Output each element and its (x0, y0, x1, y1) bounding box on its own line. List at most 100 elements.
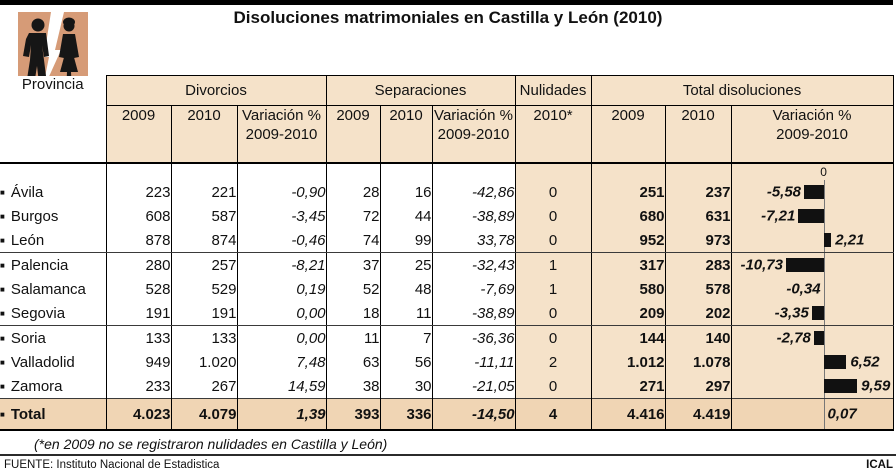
column-header-divorcios-variacion: Variación % 2009-2010 (236, 105, 327, 164)
cell-divorcios-variacion: -8,21 (236, 252, 327, 277)
variation-bar (804, 185, 824, 199)
variation-bar (823, 379, 858, 393)
cell-divorcios-2009: 280 (105, 252, 172, 277)
variation-bar-label: -7,21 (761, 207, 796, 225)
footer-rule (0, 454, 896, 456)
variation-bar-label: 9,59 (861, 377, 891, 395)
bullet-square-icon: ■ (0, 235, 5, 245)
cell-nulidades-2010: 0 (514, 301, 592, 326)
table-row: ■ Salamanca 528 529 0,19 52 48 -7,69 1 58… (0, 277, 894, 301)
cell-total-2009: 144 (590, 325, 666, 350)
province-label: Zamora (10, 377, 63, 395)
top-rule (0, 0, 893, 5)
spacer-row: 0 (0, 163, 894, 180)
cell-separaciones-2009: 37 (325, 252, 381, 277)
cell-total-2010: 973 (664, 228, 732, 253)
cell-divorcios-variacion: 0,19 (236, 277, 327, 301)
group-header-total-disoluciones: Total disoluciones (590, 75, 894, 106)
column-header-total-2009: 2009 (590, 105, 666, 164)
bullet-square-icon: ■ (0, 187, 5, 197)
cell-divorcios-2010: 529 (170, 277, 238, 301)
bullet-square-icon: ■ (0, 308, 5, 318)
cell-divorcios-2009: 191 (105, 301, 172, 326)
column-header-divorcios-2009: 2009 (105, 105, 172, 164)
table-row: ■ Ávila 223 221 -0,90 28 16 -42,86 0 251 … (0, 180, 894, 204)
cell-total-variacion-bar: -7,21 (730, 204, 894, 228)
cell-total-2009: 1.012 (590, 350, 666, 374)
cell-province-name: ■ Ávila (0, 180, 107, 204)
table-row: ■ Zamora 233 267 14,59 38 30 -21,05 0 271… (0, 374, 894, 399)
cell-divorcios-2009: 133 (105, 325, 172, 350)
cell-province-name: ■ León (0, 228, 107, 253)
province-label: Salamanca (10, 280, 86, 298)
table-row: ■ Palencia 280 257 -8,21 37 25 -32,43 1 3… (0, 252, 894, 277)
province-label: Palencia (10, 256, 69, 274)
column-header-separaciones-variacion: Variación % 2009-2010 (431, 105, 516, 164)
table-row: ■ Valladolid 949 1.020 7,48 63 56 -11,11 … (0, 350, 894, 374)
agency-credit: ICAL (866, 459, 893, 471)
cell-divorcios-variacion: -3,45 (236, 204, 327, 228)
cell-divorcios-2010: 4.079 (170, 398, 238, 431)
cell-separaciones-2010: 336 (379, 398, 433, 431)
column-header-separaciones-2010: 2010 (379, 105, 433, 164)
group-header-row: Provincia Divorcios Separaciones Nulidad… (0, 75, 894, 164)
cell-total-2010: 283 (664, 252, 732, 277)
province-label: Ávila (10, 183, 44, 201)
variation-bar (798, 209, 824, 223)
cell-divorcios-2010: 1.020 (170, 350, 238, 374)
column-header-nulidades-2010: 2010* (514, 105, 592, 164)
bullet-square-icon: ■ (0, 284, 5, 294)
cell-separaciones-2010: 30 (379, 374, 433, 399)
bullet-square-icon: ■ (0, 211, 5, 221)
column-header-divorcios-2010: 2010 (170, 105, 238, 164)
column-header-total-variacion: Variación % 2009-2010 (730, 105, 894, 164)
province-label: Total (10, 405, 46, 423)
cell-total-variacion-bar: -5,58 (730, 180, 894, 204)
cell-separaciones-variacion: -36,36 (431, 325, 516, 350)
table-row: ■ Segovia 191 191 0,00 18 11 -38,89 0 209… (0, 301, 894, 326)
table-row: ■ León 878 874 -0,46 74 99 33,78 0 952 97… (0, 228, 894, 253)
spacer-cell (590, 163, 666, 180)
cell-province-name: ■ Soria (0, 325, 107, 350)
cell-total-2010: 202 (664, 301, 732, 326)
spacer-cell (105, 163, 172, 180)
bullet-square-icon: ■ (0, 260, 5, 270)
cell-nulidades-2010: 4 (514, 398, 592, 431)
cell-nulidades-2010: 0 (514, 204, 592, 228)
column-header-separaciones-2009: 2009 (325, 105, 381, 164)
province-label: Segovia (10, 304, 66, 322)
variation-bar-label: -2,78 (776, 329, 811, 347)
cell-divorcios-variacion: 1,39 (236, 398, 327, 431)
cell-separaciones-2009: 63 (325, 350, 381, 374)
cell-total-2009: 580 (590, 277, 666, 301)
table-total-row: ■ Total 4.023 4.079 1,39 393 336 -14,50 4… (0, 398, 894, 431)
cell-divorcios-variacion: -0,90 (236, 180, 327, 204)
spacer-cell (236, 163, 327, 180)
cell-separaciones-variacion: 33,78 (431, 228, 516, 253)
cell-separaciones-variacion: -11,11 (431, 350, 516, 374)
year-header-row: 2009 2010 Variación % 2009-2010 2009 201… (0, 105, 894, 164)
group-header-divorcios: Divorcios (105, 75, 327, 106)
page-title: Disoluciones matrimoniales en Castilla y… (233, 8, 663, 27)
variation-bar-label: -5,58 (766, 183, 802, 201)
variation-bar-label: -0,34 (786, 280, 821, 298)
cell-province-name: ■ Valladolid (0, 350, 107, 374)
cell-separaciones-2010: 7 (379, 325, 433, 350)
cell-province-name: ■ Burgos (0, 204, 107, 228)
province-label: Valladolid (10, 353, 75, 371)
bullet-square-icon: ■ (0, 333, 5, 343)
cell-nulidades-2010: 0 (514, 325, 592, 350)
variation-bar-label: -10,73 (740, 256, 783, 274)
cell-total-variacion-bar: -2,78 (730, 325, 894, 350)
cell-separaciones-2010: 48 (379, 277, 433, 301)
chart-zero-label: 0 (820, 165, 827, 179)
cell-province-name: ■ Salamanca (0, 277, 107, 301)
cell-total-variacion-bar: 9,59 (730, 374, 894, 399)
variation-bar (813, 331, 824, 345)
variation-bar (786, 258, 824, 272)
cell-total-2010: 140 (664, 325, 732, 350)
cell-separaciones-2010: 16 (379, 180, 433, 204)
group-header-nulidades: Nulidades (514, 75, 592, 106)
cell-separaciones-2009: 38 (325, 374, 381, 399)
bullet-square-icon: ■ (0, 409, 5, 419)
